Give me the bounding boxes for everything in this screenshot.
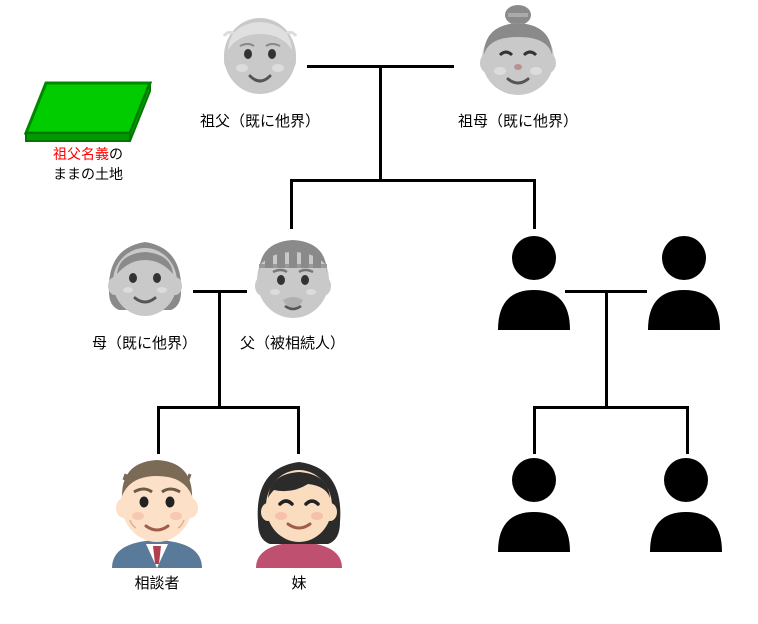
grandmother-icon: [468, 3, 568, 106]
consultant-icon: [102, 450, 212, 568]
node-cousin2: [642, 452, 730, 552]
consultant-label: 相談者: [102, 572, 212, 593]
grandfather-icon: [210, 6, 310, 106]
person-silhouette-icon: [490, 452, 578, 552]
sister-label: 妹: [244, 572, 354, 593]
node-mother: 母（既に他界）: [92, 228, 197, 353]
father-icon: [243, 228, 343, 328]
sister-icon: [244, 450, 354, 568]
land-label-line2: ままの土地: [53, 166, 123, 182]
node-grandmother: 祖母（既に他界）: [458, 3, 578, 131]
node-grandfather: 祖父（既に他界）: [200, 6, 320, 131]
person-silhouette-icon: [490, 230, 578, 330]
land-plot: 祖父名義の ままの土地: [18, 75, 158, 184]
person-silhouette-icon: [642, 452, 730, 552]
mother-label: 母（既に他界）: [92, 332, 197, 353]
land-label: 祖父名義の ままの土地: [18, 145, 158, 184]
node-uncle: [490, 230, 578, 330]
grandmother-label: 祖母（既に他界）: [458, 110, 578, 131]
node-father: 父（被相続人）: [240, 228, 345, 353]
land-label-red: 祖父名義: [53, 146, 109, 162]
node-sister: 妹: [244, 450, 354, 593]
node-aunt: [640, 230, 728, 330]
person-silhouette-icon: [640, 230, 728, 330]
mother-icon: [95, 228, 195, 328]
land-icon: [18, 75, 158, 145]
grandfather-label: 祖父（既に他界）: [200, 110, 320, 131]
node-consultant: 相談者: [102, 450, 212, 593]
node-cousin1: [490, 452, 578, 552]
land-label-suffix: の: [109, 146, 123, 162]
father-label: 父（被相続人）: [240, 332, 345, 353]
